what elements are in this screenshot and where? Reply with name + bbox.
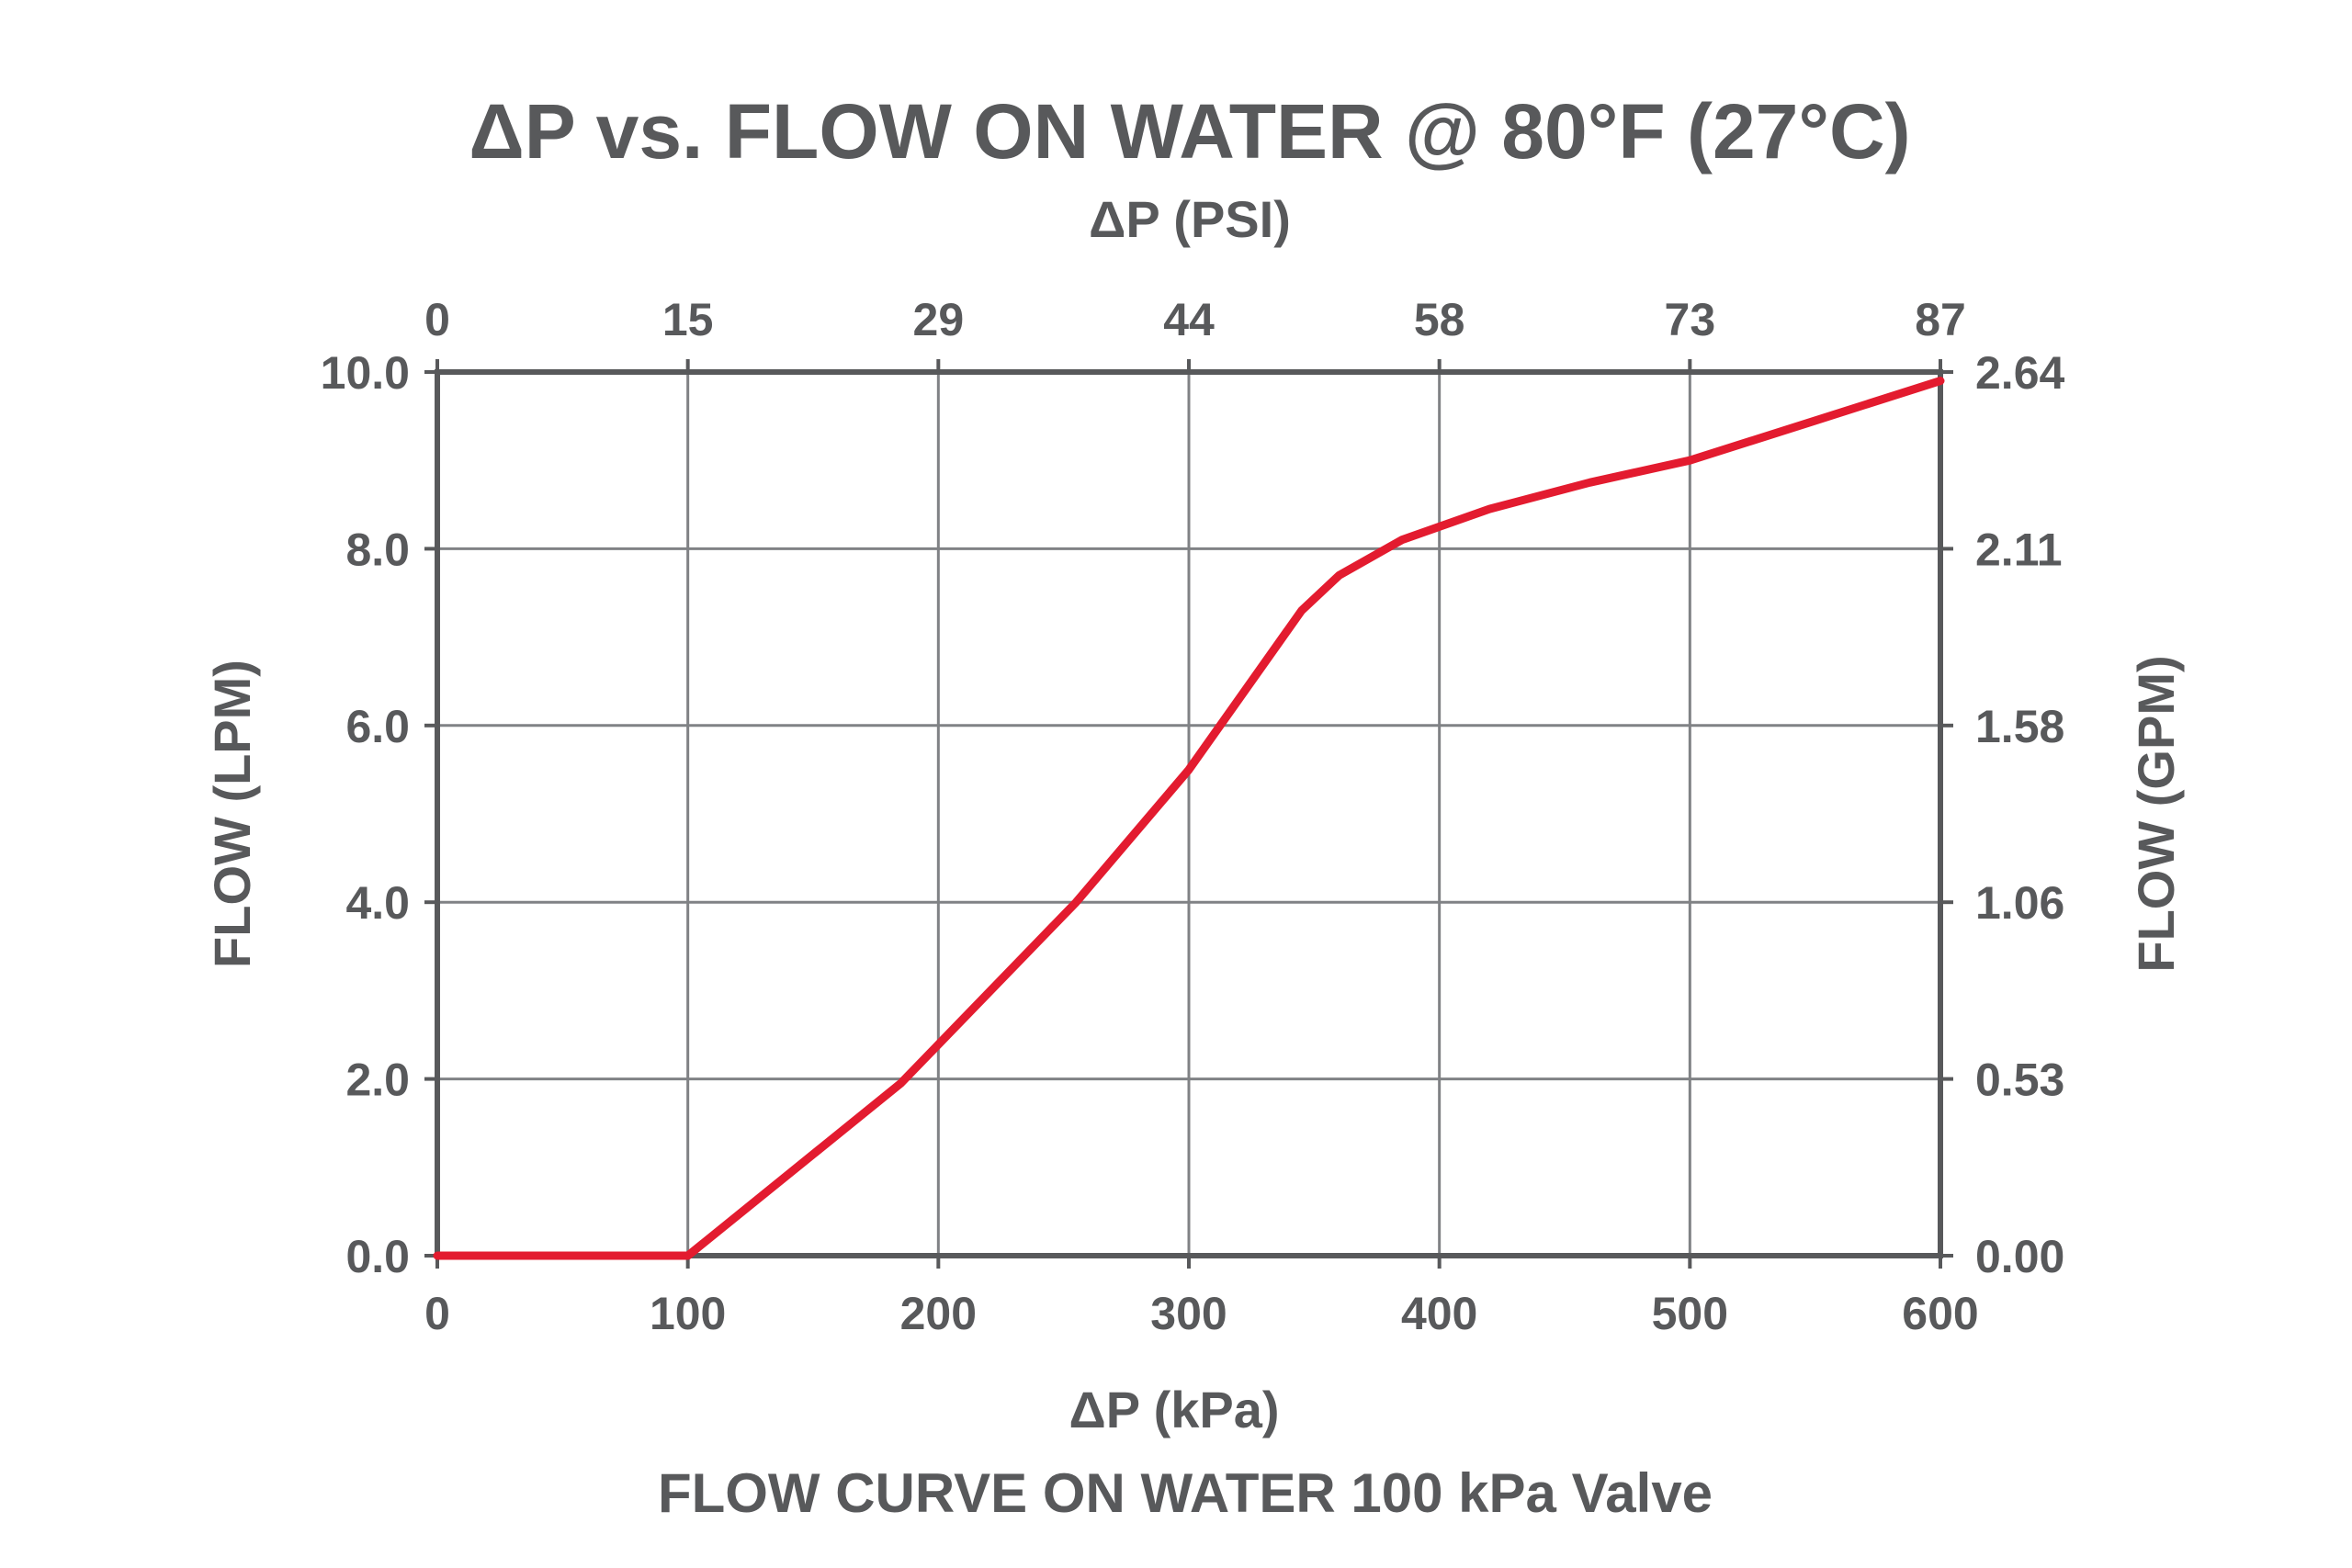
x-tick-label: 200 — [900, 1288, 977, 1339]
y-tick-label: 4.0 — [345, 877, 410, 929]
y2-tick-label: 1.58 — [1975, 701, 2064, 752]
x-tick-label: 500 — [1652, 1288, 1728, 1339]
axis-ticks: 0 100 200 300 400 500 600 0 15 29 44 58 73 87 0.0 2.0 4.… — [321, 294, 2065, 1339]
y-axis-title: FLOW (LPM) — [203, 660, 261, 968]
chart-title: ΔP vs. FLOW ON WATER @ 80°F (27°C) — [469, 88, 1910, 175]
grid-lines — [437, 372, 1940, 1256]
y-tick-label: 10.0 — [321, 347, 410, 399]
y2-tick-label: 1.06 — [1975, 877, 2064, 929]
top-axis-title: ΔP (PSI) — [1089, 190, 1291, 248]
flow-curve-line — [433, 377, 1945, 1260]
top-tick-label: 58 — [1414, 294, 1465, 345]
y2-tick-label: 2.64 — [1975, 347, 2065, 399]
top-tick-label: 87 — [1915, 294, 1966, 345]
x-tick-label: 400 — [1401, 1288, 1477, 1339]
x-tick-label: 100 — [650, 1288, 726, 1339]
plot-frame — [435, 369, 1943, 1258]
top-tick-label: 44 — [1163, 294, 1215, 345]
y2-axis-title: FLOW (GPM) — [2127, 655, 2185, 972]
top-tick-label: 15 — [662, 294, 714, 345]
y-tick-label: 8.0 — [345, 524, 410, 575]
series-layer — [433, 377, 1945, 1260]
x-tick-label: 0 — [424, 1288, 450, 1339]
y-tick-label: 2.0 — [345, 1055, 410, 1106]
y-tick-label: 6.0 — [345, 701, 410, 752]
y2-tick-label: 2.11 — [1975, 524, 2063, 575]
x-tick-label: 600 — [1902, 1288, 1978, 1339]
top-tick-label: 73 — [1665, 294, 1716, 345]
chart-caption: FLOW CURVE ON WATER 100 kPa Valve — [658, 1462, 1713, 1524]
y2-tick-label: 0.53 — [1975, 1055, 2064, 1106]
y2-tick-label: 0.00 — [1975, 1231, 2064, 1282]
top-tick-label: 0 — [424, 294, 450, 345]
x-axis-title: ΔP (kPa) — [1069, 1381, 1279, 1438]
top-tick-label: 29 — [913, 294, 965, 345]
y-tick-label: 0.0 — [345, 1231, 410, 1282]
x-tick-label: 300 — [1150, 1288, 1227, 1339]
